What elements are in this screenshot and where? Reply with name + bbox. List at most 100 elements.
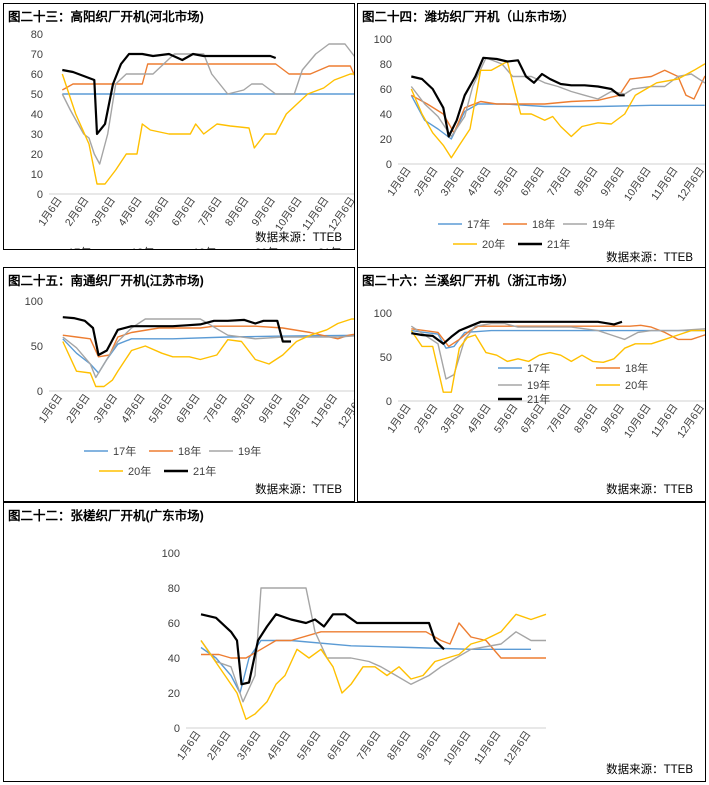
legend-label: 18年 (131, 245, 154, 250)
y-tick-label: 40 (31, 109, 43, 121)
series-line-17年 (411, 329, 705, 349)
legend-item: 17年 (438, 217, 490, 231)
x-tick-label: 11月6日 (472, 729, 503, 767)
x-tick-label: 4月6日 (465, 165, 494, 199)
x-tick-label: 6月6日 (325, 729, 354, 763)
y-tick-label: 100 (374, 34, 392, 46)
legend-label: 19年 (592, 217, 615, 231)
legend-item: 21年 (518, 237, 570, 251)
legend-label: 19年 (527, 378, 550, 392)
x-tick-label: 2月6日 (63, 195, 92, 229)
series-line-21年 (62, 316, 291, 357)
data-source: 数据来源：TTEB (606, 484, 693, 496)
series-line-19年 (410, 322, 705, 380)
x-tick-label: 5月6日 (492, 402, 521, 436)
line-chart: 0501001月6日2月6日3月6日4月6日5月6日6月6日7月6日8月6日9月… (374, 308, 706, 440)
x-tick-label: 5月6日 (492, 165, 521, 199)
series-line-21年 (62, 52, 277, 136)
legend-item: 17年 (498, 361, 550, 375)
y-tick-label: 40 (168, 653, 180, 665)
y-tick-label: 20 (168, 688, 180, 700)
series-line-20年 (410, 60, 705, 159)
y-tick-label: 100 (25, 296, 43, 308)
x-tick-label: 5月6日 (295, 729, 324, 763)
y-tick-label: 100 (374, 308, 392, 320)
legend-label: 21年 (193, 464, 216, 478)
legend-item: 19年 (193, 245, 216, 250)
legend-item: 18年 (149, 444, 201, 458)
y-tick-label: 80 (168, 583, 180, 595)
y-tick-label: 40 (380, 109, 392, 121)
x-tick-label: 3月6日 (235, 729, 264, 763)
legend-label: 20年 (482, 237, 505, 251)
x-tick-label: 9月6日 (415, 729, 444, 763)
series-line-18年 (62, 325, 354, 358)
x-tick-label: 4月6日 (116, 195, 145, 229)
legend-label: 21年 (547, 237, 570, 251)
y-tick-label: 0 (174, 723, 180, 735)
legend-item: 21年 (498, 392, 550, 406)
x-tick-label: 5月6日 (143, 195, 172, 229)
x-tick-label: 6月6日 (519, 165, 548, 199)
y-tick-label: 0 (37, 386, 43, 398)
series-line-20年 (61, 73, 354, 185)
x-tick-label: 7月6日 (196, 195, 225, 229)
series-line-17年 (410, 94, 705, 140)
legend-item: 18年 (596, 361, 648, 375)
y-tick-label: 0 (37, 189, 43, 201)
legend-item: 18年 (131, 245, 154, 250)
legend-item: 19年 (498, 378, 550, 392)
legend-item: 20年 (453, 237, 505, 251)
panel-zhangcha: 图二十二：张槎织厂开机(广东市场) 0 20 40 60 80 100 1月6日 2月6日 3月… (3, 502, 706, 782)
x-tick-label: 12月6日 (502, 729, 534, 767)
line-chart: 010203040506070801月6日2月6日3月6日4月6日5月6日6月6… (31, 29, 355, 250)
x-tick-label: 4月6日 (119, 392, 148, 426)
line-chart: 0204060801001月6日2月6日3月6日4月6日5月6日6月6日7月6日… (374, 34, 706, 251)
x-tick-label: 10月6日 (622, 402, 654, 440)
panel-lanxi: 图二十六：兰溪织厂开机（浙江市场） 0 50 100 1月6日 2月6日 3月6日 4月6日… (357, 267, 706, 502)
legend-item: 18年 (503, 217, 555, 231)
y-tick-label: 30 (31, 129, 43, 141)
x-tick-label: 8月6日 (572, 165, 601, 199)
x-tick-label: 12月6日 (675, 165, 706, 203)
legend-item: 20年 (99, 464, 151, 478)
legend-item: 19年 (209, 444, 261, 458)
y-tick-label: 20 (380, 134, 392, 146)
y-tick-label: 80 (31, 29, 43, 41)
y-tick-label: 10 (31, 169, 43, 181)
y-tick-label: 60 (31, 69, 43, 81)
x-tick-label: 2月6日 (205, 729, 234, 763)
x-tick-label: 6月6日 (519, 402, 548, 436)
x-tick-label: 8月6日 (572, 402, 601, 436)
series-line-19年 (62, 318, 354, 379)
y-tick-label: 70 (31, 49, 43, 61)
x-tick-label: 2月6日 (412, 165, 441, 199)
x-tick-label: 2月6日 (412, 402, 441, 436)
legend-label: 20年 (255, 245, 278, 250)
series-line-17年 (200, 639, 531, 694)
chart-title: 图二十五：南通织厂开机(江苏市场) (8, 274, 204, 288)
x-tick-label: 5月6日 (147, 392, 176, 426)
x-tick-label: 3月6日 (439, 165, 468, 199)
legend-label: 19年 (193, 245, 216, 250)
legend-label: 18年 (532, 217, 555, 231)
y-tick-label: 100 (162, 548, 180, 560)
series-line-18年 (201, 622, 546, 659)
data-source: 数据来源：TTEB (606, 252, 693, 264)
legend-label: 21年 (318, 245, 341, 250)
x-tick-label: 12月6日 (675, 402, 706, 440)
x-tick-label: 12月6日 (336, 392, 355, 430)
legend-item: 20年 (596, 378, 648, 392)
series-line-20年 (62, 318, 354, 388)
x-tick-label: 10月6日 (281, 392, 313, 430)
legend-label: 20年 (625, 378, 648, 392)
x-tick-label: 2月6日 (64, 392, 93, 426)
x-tick-label: 6月6日 (174, 392, 203, 426)
y-tick-label: 50 (31, 89, 43, 101)
series-line-19年 (410, 57, 705, 138)
series-line-18年 (61, 63, 354, 91)
x-tick-label: 4月6日 (465, 402, 494, 436)
x-tick-label: 12月6日 (326, 195, 355, 233)
legend-label: 18年 (178, 444, 201, 458)
x-tick-label: 10月6日 (622, 165, 654, 203)
